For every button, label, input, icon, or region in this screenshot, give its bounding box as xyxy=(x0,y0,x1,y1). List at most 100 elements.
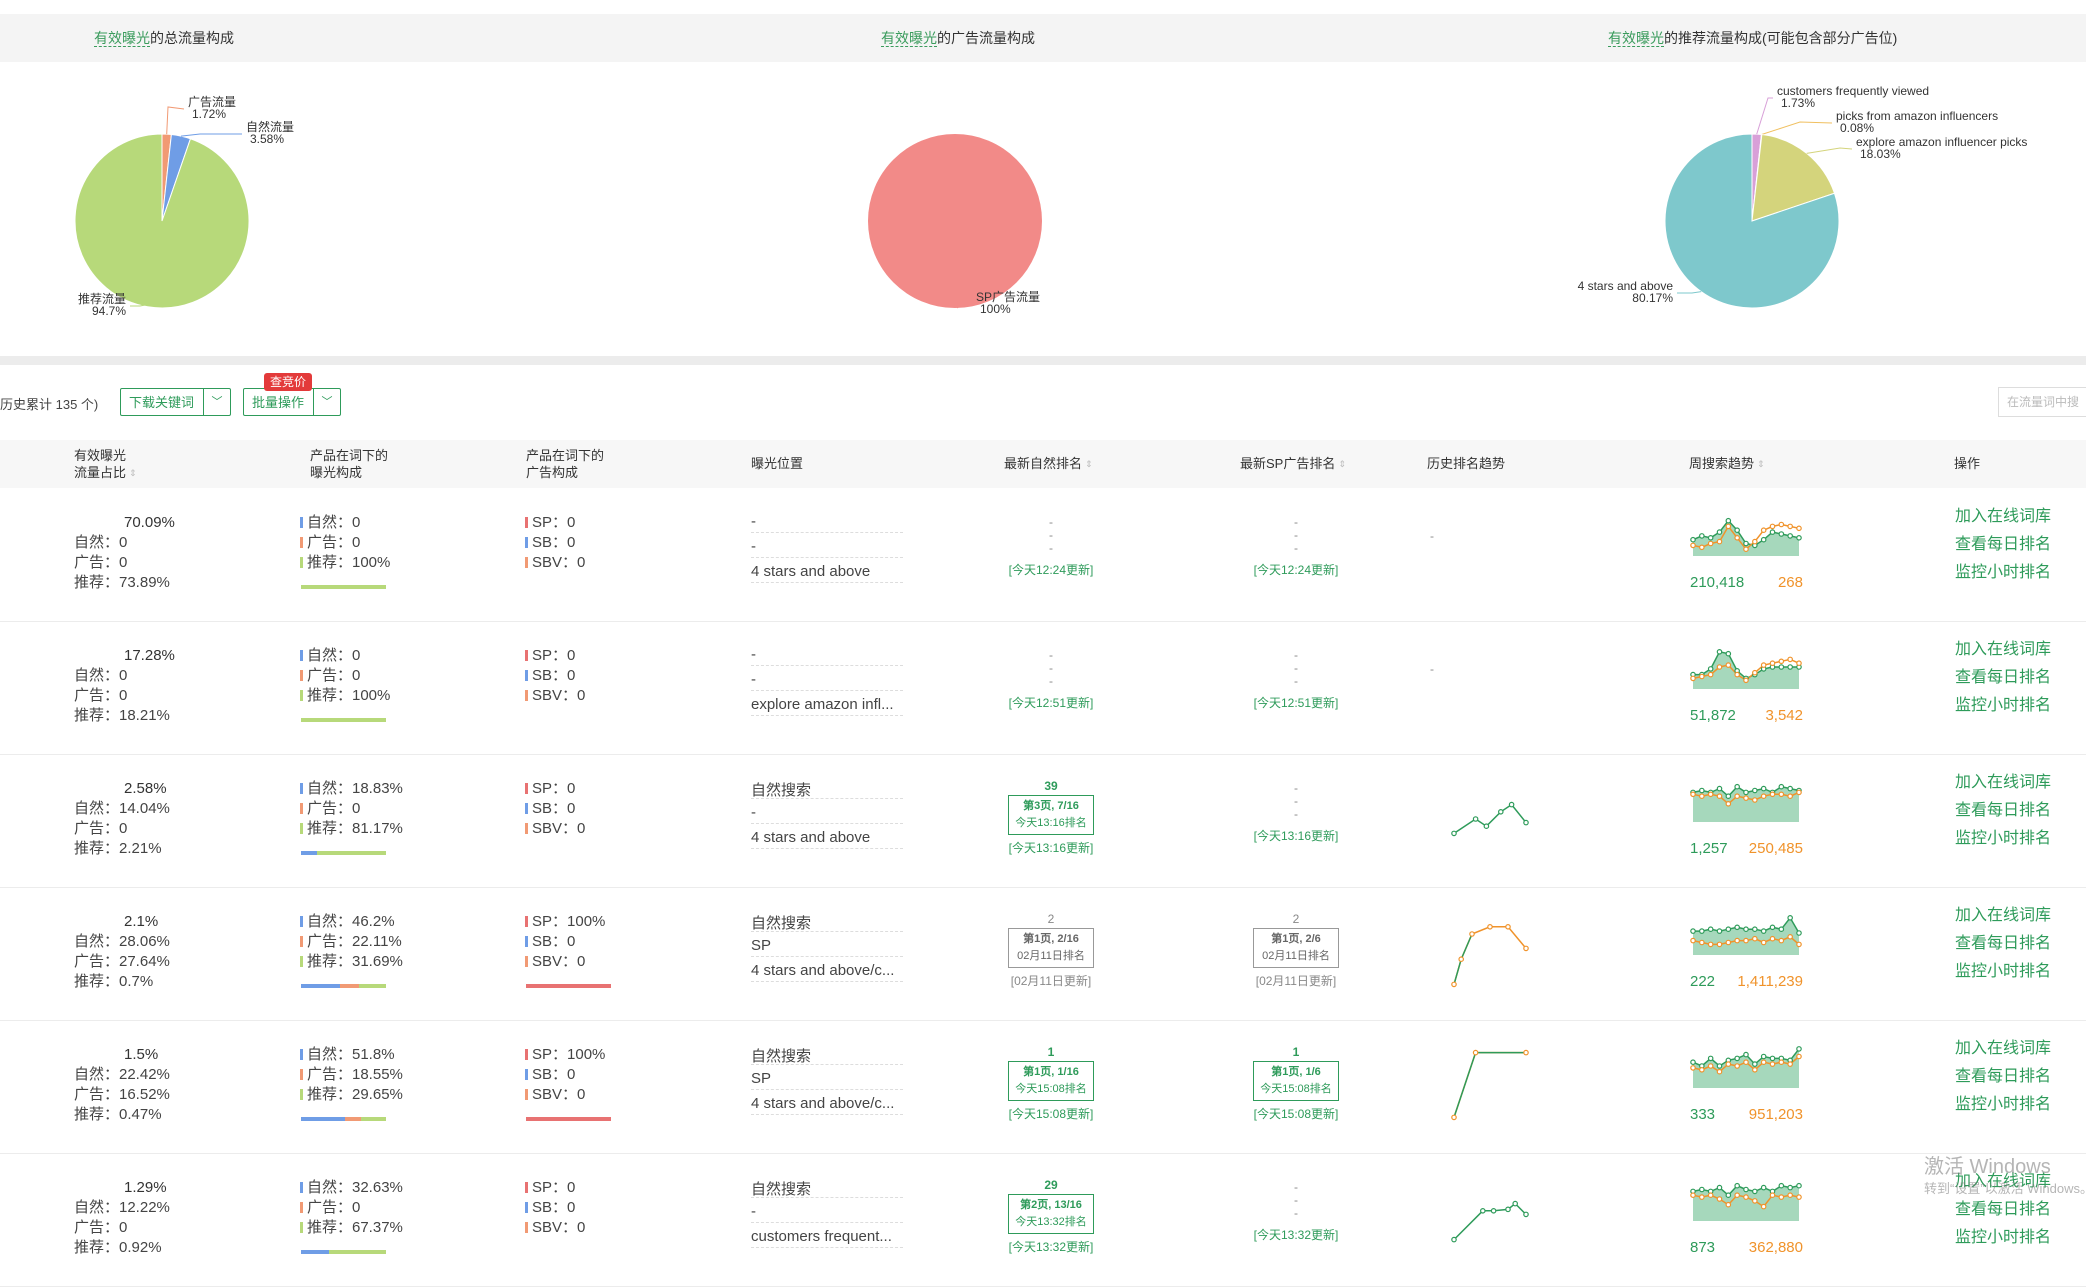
rank-point xyxy=(1716,664,1723,670)
history-rank-chart[interactable] xyxy=(1450,779,1530,859)
weekly-search-chart[interactable] xyxy=(1690,512,1802,556)
rank-point xyxy=(1699,1194,1705,1200)
ad-sp: SP：0 xyxy=(525,1178,575,1198)
exposure-term-link[interactable]: 有效曝光 xyxy=(1608,30,1664,47)
pie-slice[interactable] xyxy=(868,134,1042,308)
ad-bar-sp xyxy=(526,1117,611,1121)
op-daily-rank-link[interactable]: 查看每日排名 xyxy=(1955,536,2052,553)
weekly-search-chart[interactable] xyxy=(1690,911,1802,955)
weekly-search-chart[interactable] xyxy=(1690,778,1802,822)
op-add-library-link[interactable]: 加入在线词库 xyxy=(1955,774,2052,791)
op-add-library-link[interactable]: 加入在线词库 xyxy=(1955,907,2052,924)
volume-point xyxy=(1725,1192,1732,1199)
chevron-down-icon[interactable]: ﹀ xyxy=(203,389,230,415)
rank-update-time: [今天15:08更新] xyxy=(1253,1107,1339,1121)
op-hourly-monitor-link[interactable]: 监控小时排名 xyxy=(1955,830,2052,847)
volume-point xyxy=(1690,1059,1696,1066)
composition-ad: 广告：0 xyxy=(300,1198,360,1218)
weekly-rank-value: 3,542 xyxy=(1765,707,1803,724)
empty-rank-dash: - xyxy=(1049,661,1053,675)
position-divider xyxy=(751,1247,903,1248)
composition-ad: 广告：0 xyxy=(300,799,360,819)
composition-recommend: 推荐：81.17% xyxy=(300,819,403,839)
volume-point xyxy=(1690,536,1696,543)
position-divider xyxy=(751,715,903,716)
history-rank-chart[interactable] xyxy=(1450,912,1530,992)
col-exposure-share[interactable]: 有效曝光 流量占比 ⇕ xyxy=(74,447,137,482)
pie-slice[interactable] xyxy=(74,133,250,309)
op-hourly-monitor-link[interactable]: 监控小时排名 xyxy=(1955,1229,2052,1246)
pie-slice[interactable] xyxy=(1751,134,1836,222)
share-ad: 广告：0 xyxy=(74,554,128,571)
exposure-term-link[interactable]: 有效曝光 xyxy=(881,30,937,47)
position-divider xyxy=(751,582,903,583)
exposure-share: 17.28% xyxy=(124,647,175,664)
rank-detail-box[interactable]: 第3页, 7/16 今天13:16排名 xyxy=(1008,795,1094,835)
pie-slice-percent: 1.72% xyxy=(192,107,226,121)
rank-detail-box[interactable]: 第1页, 1/16 今天15:08排名 xyxy=(1008,1061,1094,1101)
op-daily-rank-link[interactable]: 查看每日排名 xyxy=(1955,935,2052,952)
rank-detail-box[interactable]: 第1页, 2/6 02月11日排名 xyxy=(1253,928,1339,968)
volume-point xyxy=(1769,529,1776,535)
history-point xyxy=(1490,1207,1497,1214)
rank-point xyxy=(1752,797,1758,803)
volume-point xyxy=(1778,926,1785,933)
rank-point xyxy=(1707,540,1714,547)
rank-detail-box[interactable]: 第1页, 1/6 今天15:08排名 xyxy=(1253,1061,1339,1101)
op-hourly-monitor-link[interactable]: 监控小时排名 xyxy=(1955,963,2052,980)
keyword-search-input[interactable]: 在流量词中搜 xyxy=(1998,387,2086,417)
position-divider xyxy=(751,1089,903,1090)
rank-point xyxy=(1699,1066,1705,1073)
volume-point xyxy=(1743,540,1749,547)
pie-slice-label: 4 stars and above xyxy=(1578,279,1674,293)
op-daily-rank-link[interactable]: 查看每日排名 xyxy=(1955,669,2052,686)
history-rank-chart[interactable] xyxy=(1450,1178,1530,1258)
volume-point xyxy=(1699,787,1705,794)
exposure-position: 自然搜索 xyxy=(751,1048,812,1065)
op-daily-rank-link[interactable]: 查看每日排名 xyxy=(1955,1201,2052,1218)
history-rank-line xyxy=(1453,926,1527,985)
op-hourly-monitor-link[interactable]: 监控小时排名 xyxy=(1955,697,2052,714)
op-daily-rank-link[interactable]: 查看每日排名 xyxy=(1955,802,2052,819)
history-rank-line xyxy=(1453,803,1527,835)
batch-operation-label: 批量操作 xyxy=(252,395,305,410)
op-hourly-monitor-link[interactable]: 监控小时排名 xyxy=(1955,1096,2052,1113)
col-weekly-search[interactable]: 周搜索趋势 ⇕ xyxy=(1689,455,1765,473)
rank-detail-box[interactable]: 第2页, 13/16 今天13:32排名 xyxy=(1008,1194,1094,1234)
weekly-search-chart[interactable] xyxy=(1690,1044,1802,1088)
rank-point xyxy=(1778,521,1785,528)
op-hourly-monitor-link[interactable]: 监控小时排名 xyxy=(1955,564,2052,581)
rank-point xyxy=(1760,793,1767,800)
history-point xyxy=(1451,1236,1457,1243)
op-add-library-link[interactable]: 加入在线词库 xyxy=(1955,1040,2052,1057)
rank-detail-box[interactable]: 第1页, 2/16 02月11日排名 xyxy=(1008,928,1094,968)
op-add-library-link[interactable]: 加入在线词库 xyxy=(1955,641,2052,658)
op-daily-rank-link[interactable]: 查看每日排名 xyxy=(1955,1068,2052,1085)
history-count: 历史累计 135 个) xyxy=(0,397,99,412)
col-sp-rank[interactable]: 最新SP广告排名 ⇕ xyxy=(1240,455,1346,473)
rank-point xyxy=(1734,534,1740,541)
op-add-library-link[interactable]: 加入在线词库 xyxy=(1955,508,2052,525)
rank-point xyxy=(1778,1194,1785,1200)
weekly-search-chart[interactable] xyxy=(1690,1177,1802,1221)
exposure-term-link[interactable]: 有效曝光 xyxy=(94,30,150,47)
pie-slice[interactable] xyxy=(1664,133,1840,309)
weekly-search-chart[interactable] xyxy=(1690,645,1802,689)
bid-check-badge[interactable]: 查竞价 xyxy=(264,373,313,391)
composition-natural: 自然：32.63% xyxy=(300,1178,403,1198)
download-keywords-button[interactable]: 下载关键词 ﹀ xyxy=(120,388,231,416)
chevron-down-icon[interactable]: ﹀ xyxy=(313,389,340,415)
history-rank-chart[interactable] xyxy=(1450,1045,1530,1125)
exposure-position: - xyxy=(751,646,756,663)
ad-sb: SB：0 xyxy=(525,1198,575,1218)
position-divider xyxy=(751,1222,903,1223)
volume-point xyxy=(1725,793,1732,800)
weekly-search-volume: 333 xyxy=(1690,1106,1716,1123)
rank-point xyxy=(1769,1192,1776,1199)
rank-point xyxy=(1734,1192,1740,1199)
col-natural-rank[interactable]: 最新自然排名 ⇕ xyxy=(1004,455,1093,473)
ad-sb: SB：0 xyxy=(525,666,575,686)
rank-update-time: [今天12:51更新] xyxy=(1008,696,1094,710)
batch-operation-button[interactable]: 批量操作 ﹀ xyxy=(243,388,341,416)
op-add-library-link[interactable]: 加入在线词库 xyxy=(1955,1173,2052,1190)
